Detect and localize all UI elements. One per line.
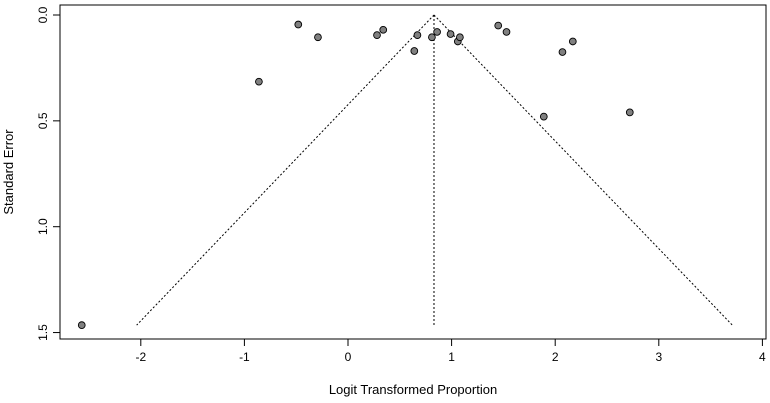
data-point [558,48,567,56]
plot-frame [59,4,767,340]
data-point [568,37,577,46]
x-tick-label: 2 [552,350,559,364]
data-point [410,47,419,55]
data-points [77,20,634,329]
data-point [502,28,511,36]
funnel-left-line [136,14,435,326]
x-tick-label: 4 [759,350,766,364]
x-tick-label: 1 [448,350,455,364]
data-point [314,33,322,42]
y-tick-label: 1.5 [36,324,50,341]
data-point [433,28,441,36]
funnel-right-line [433,14,733,326]
y-axis-label: Standard Error [1,129,16,215]
x-tick-label: 0 [345,350,352,364]
data-point [428,33,436,42]
x-axis-label: Logit Transformed Proportion [329,382,497,397]
funnel-lines [136,14,733,326]
x-tick-label: 3 [655,350,662,364]
data-point [539,112,548,121]
data-point [413,31,422,39]
data-point [494,21,503,30]
data-point [373,31,381,39]
data-point [379,25,388,34]
y-axis: 0.0 0.5 1.0 1.5 [36,6,60,341]
data-point [456,33,464,42]
x-tick-label: -2 [135,350,146,364]
y-tick-label: 0.0 [36,6,50,23]
data-point [255,77,263,86]
x-tick-label: -1 [239,350,250,364]
data-point [77,321,86,329]
data-point [294,20,303,29]
x-axis: -2 -1 0 1 2 3 4 [135,339,766,364]
data-point [625,108,634,117]
y-tick-label: 0.5 [36,112,50,129]
y-tick-label: 1.0 [36,218,50,235]
data-point [446,30,455,38]
